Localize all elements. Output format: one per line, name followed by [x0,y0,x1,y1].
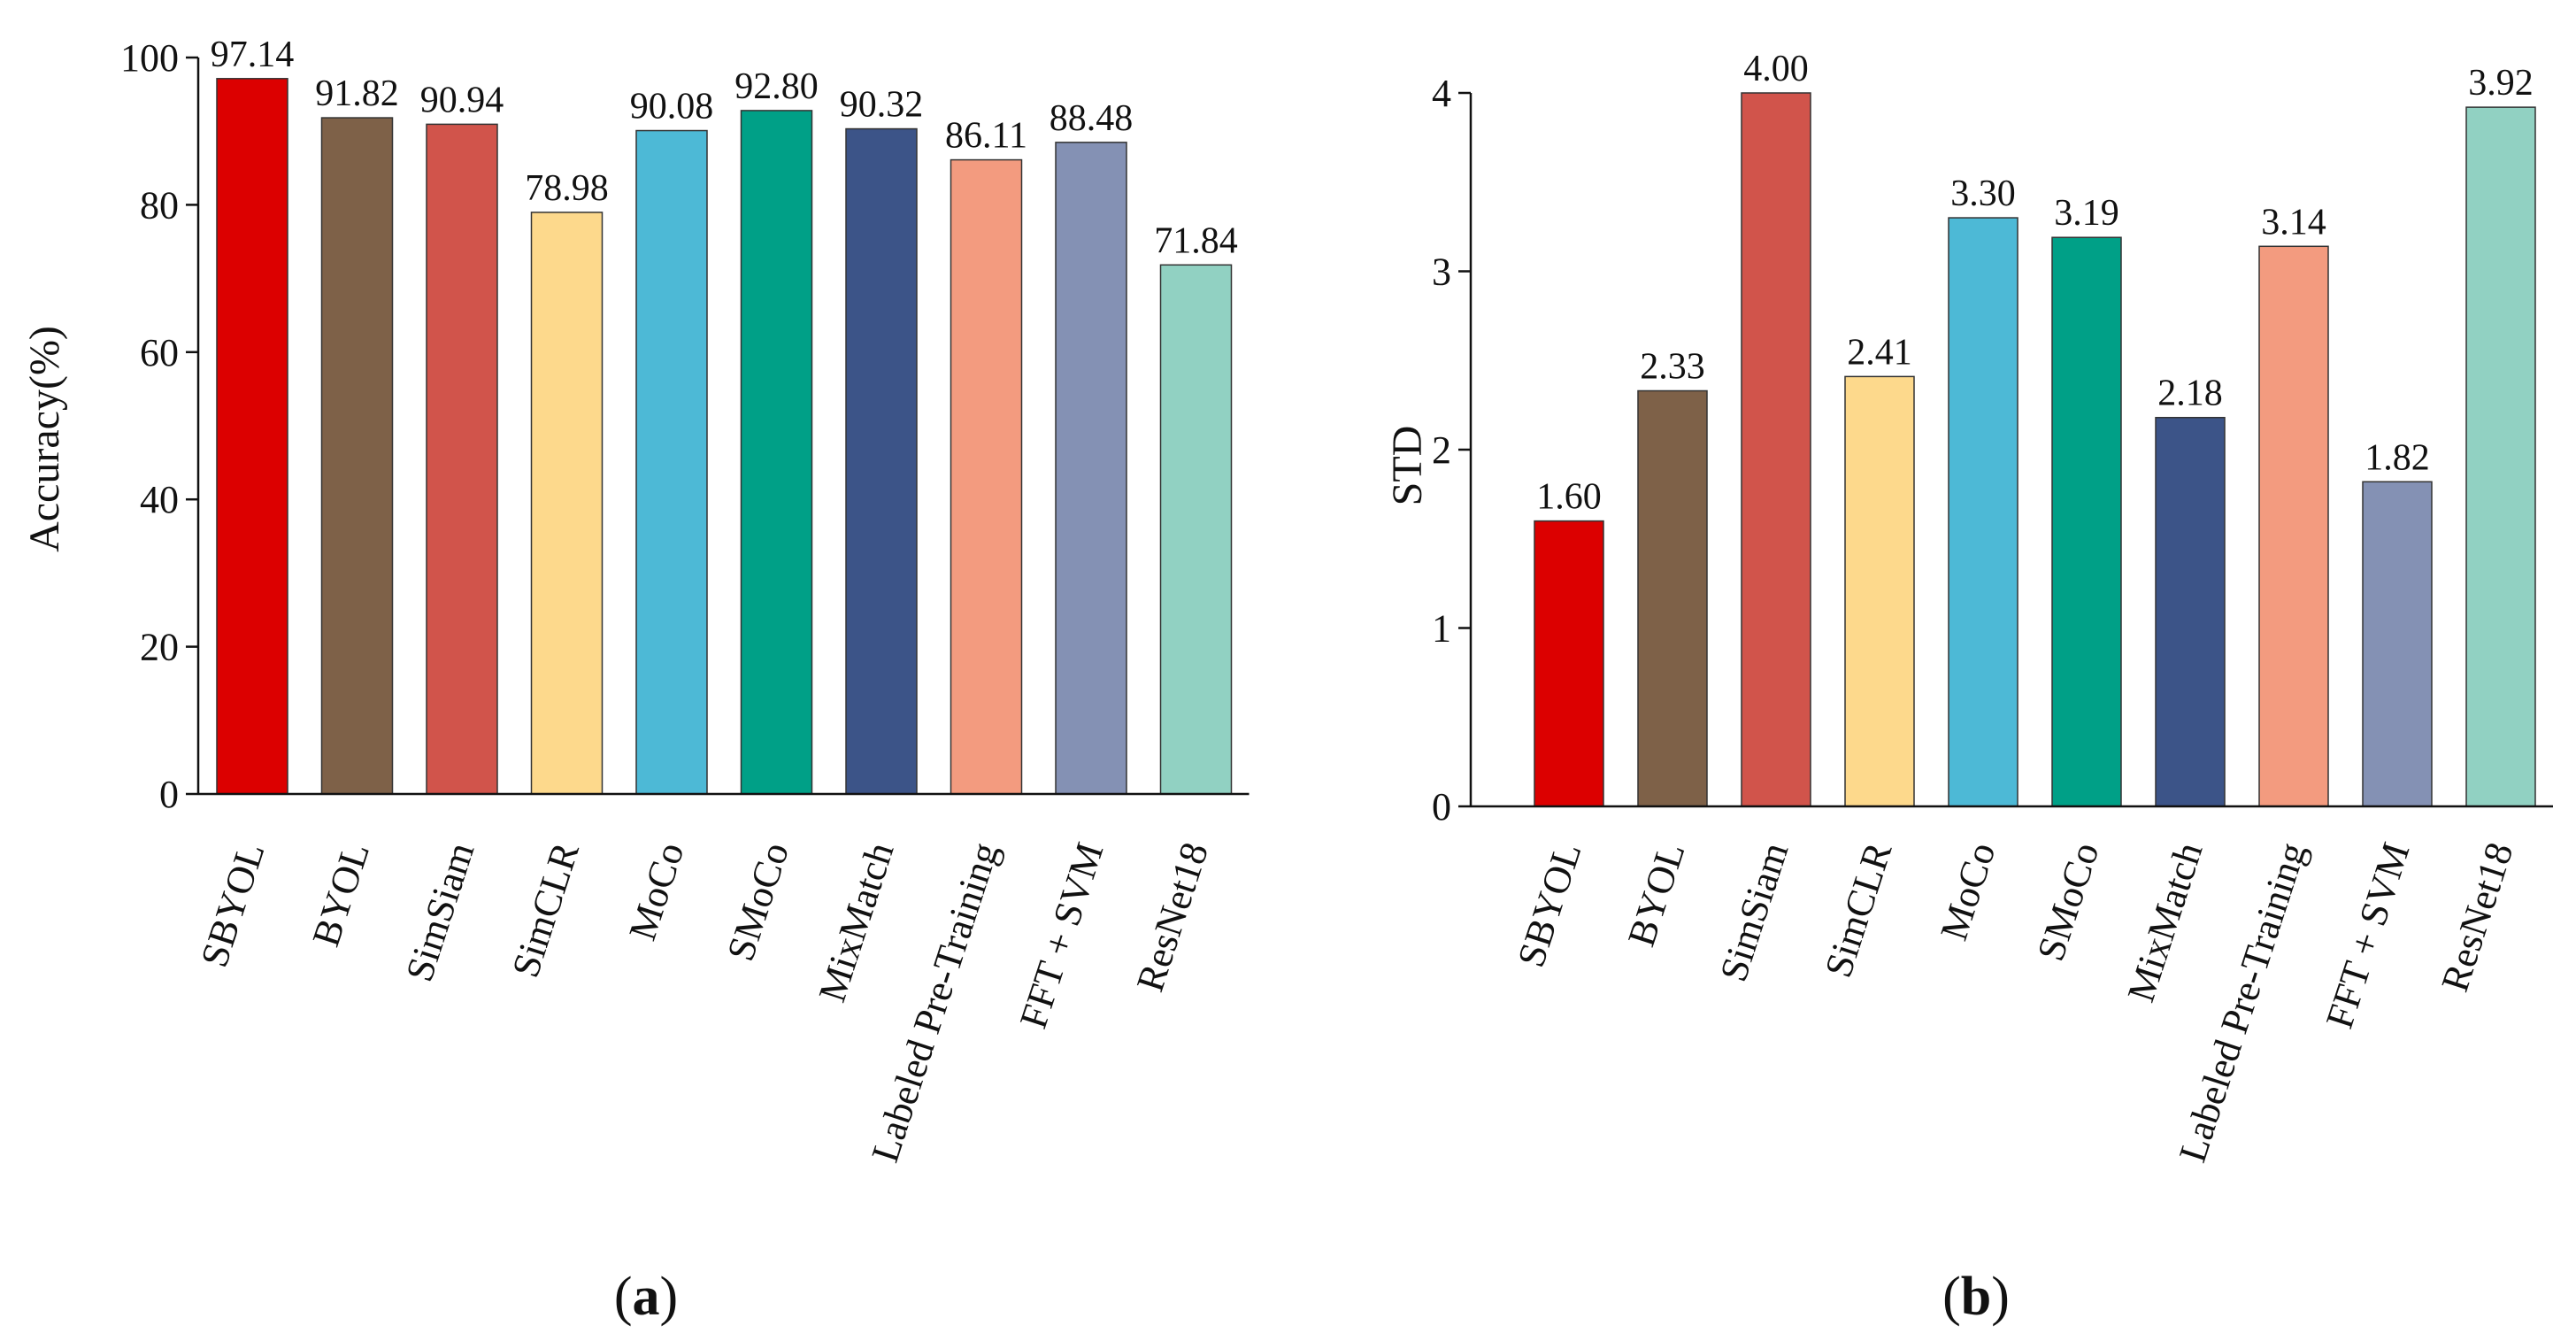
value-label: 4.00 [1743,49,1809,89]
bar-mixmatch [845,127,918,795]
bar-byol [320,117,394,795]
value-label: 71.84 [1154,220,1238,261]
x-tick-label: MixMatch [2119,837,2211,1007]
y-tick-label: 0 [1432,785,1451,828]
bar-sbyol [216,78,288,795]
bar-moco [1948,217,2019,807]
value-label: 78.98 [525,168,609,209]
value-label: 91.82 [315,73,399,114]
y-tick-label: 60 [140,331,179,374]
y-tick-label: 100 [120,36,179,80]
bar-labeled-pre-training [2258,245,2329,807]
x-tick-label: FFT + SVM [1011,837,1112,1034]
bar-simsiam [426,123,498,795]
x-tick-label: BYOL [1619,837,1694,952]
x-tick-label: SBYOL [1509,837,1589,972]
value-label: 88.48 [1050,98,1134,139]
x-tick-label: ResNet18 [1128,837,1217,997]
bar-byol [1637,389,1708,807]
bar-moco [635,129,708,795]
y-tick-label: 20 [140,626,179,669]
value-label: 90.32 [840,85,924,126]
bar-smoco [740,110,813,795]
y-tick-label: 40 [140,478,179,521]
panel-caption: (a) [614,1267,678,1327]
bar-sbyol [1534,520,1604,807]
x-tick-label: FFT + SVM [2318,837,2418,1034]
x-tick-label: MoCo [620,837,692,945]
bar-labeled-pre-training [950,158,1023,795]
x-tick-label: SimSiam [1711,837,1796,987]
value-label: 1.82 [2365,437,2430,478]
y-tick-label: 3 [1432,250,1451,294]
value-label: 2.33 [1640,347,1705,388]
panel-a-accuracy-chart: 97.14 91.82 90.94 78.98 90.08 92.80 90.32 86.11… [21,35,1250,1327]
x-tick-label: BYOL [304,837,378,952]
value-label: 3.14 [2261,202,2326,243]
panel-caption: (b) [1942,1267,2010,1327]
bar-fft-svm [1055,142,1127,795]
bar-simsiam [1741,92,1811,807]
panel-b-std-chart: 1.60 2.33 4.00 2.41 3.30 3.19 2.18 3.14 1.82 3.92… [1384,49,2553,1327]
y-axis-title: Accuracy(%) [21,326,68,552]
bar-simclr [530,212,604,795]
value-label: 86.11 [945,116,1027,157]
x-tick-label: MixMatch [811,837,903,1007]
y-axis-title: STD [1384,426,1431,506]
value-label: 97.14 [211,35,295,75]
x-tick-label: SMoCo [2029,837,2108,966]
x-tick-label: SBYOL [192,837,273,972]
y-tick-label: 1 [1432,607,1451,651]
value-label: 90.08 [630,87,714,127]
x-tick-label: ResNet18 [2433,837,2521,997]
bar-smoco [2051,236,2122,807]
bar-resnet18 [2465,106,2536,807]
value-label: 3.92 [2468,63,2534,104]
x-tick-label: SMoCo [719,837,797,966]
value-label: 1.60 [1536,477,1602,518]
value-label: 2.18 [2157,374,2223,414]
bar-fft-svm [2362,481,2433,807]
x-tick-label: SimSiam [397,837,482,987]
bar-simclr [1844,375,1915,807]
y-tick-label: 80 [140,183,179,227]
x-tick-label: SimCLR [504,836,588,983]
x-tick-label: MoCo [1932,837,2003,945]
value-label: 90.94 [420,80,504,120]
value-label: 3.19 [2054,193,2119,234]
y-tick-label: 2 [1432,428,1451,472]
value-label: 2.41 [1847,332,1912,373]
value-label: 3.30 [1950,173,2016,214]
y-tick-label: 0 [159,773,179,816]
x-tick-label: SimCLR [1817,836,1901,983]
bar-resnet18 [1159,264,1233,795]
value-label: 92.80 [734,66,819,107]
y-tick-label: 4 [1432,72,1451,115]
bar-mixmatch [2155,416,2226,807]
